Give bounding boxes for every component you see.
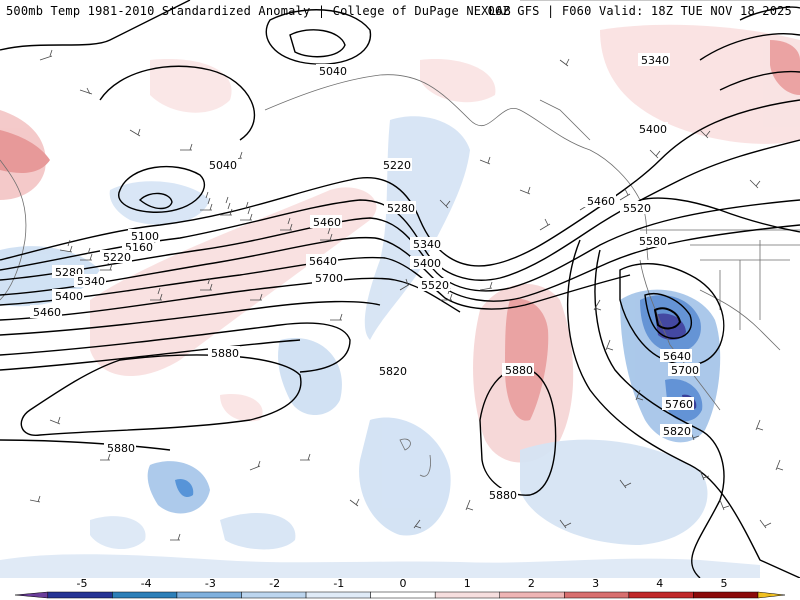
contour-label: 5820 (379, 365, 407, 378)
colorbar-segment (176, 591, 242, 599)
colorbar-tick-label: 4 (656, 577, 663, 590)
contour-label: 5700 (315, 272, 343, 285)
contour-label: 5520 (623, 202, 651, 215)
contour-label: 5340 (77, 275, 105, 288)
colorbar-tick-label: 3 (592, 577, 599, 590)
contour-label: 5340 (641, 54, 669, 67)
colorbar-tick-label: -5 (77, 577, 88, 590)
colorbar-segment (757, 591, 786, 599)
map-title: 500mb Temp 1981-2010 Standardized Anomal… (6, 4, 511, 18)
colorbar-segment (499, 591, 565, 599)
wind-barbs (29, 49, 784, 541)
colorbar-segment (693, 591, 759, 599)
contour-label: 5400 (413, 257, 441, 270)
colorbar-tick-label: 2 (528, 577, 535, 590)
contour-label: 5220 (383, 159, 411, 172)
contour-label: 5460 (587, 195, 615, 208)
contour-label: 5640 (309, 255, 337, 268)
contour-label: 5880 (107, 442, 135, 455)
colorbar-segment (370, 591, 436, 599)
contour-label: 5700 (671, 364, 699, 377)
contour-label: 5880 (505, 364, 533, 377)
contour-label: 5460 (313, 216, 341, 229)
contour-label: 5040 (209, 159, 237, 172)
colorbar-segment (628, 591, 694, 599)
contour-label: 5880 (489, 489, 517, 502)
contour-label: 5340 (413, 238, 441, 251)
colorbar-tick-label: -3 (205, 577, 216, 590)
model-run-info: 06Z GFS | F060 Valid: 18Z TUE NOV 18 202… (487, 4, 792, 18)
colorbar: -5 -4 -3 -2 -1 0 1 2 3 4 5 (0, 577, 800, 600)
contour-label: 5220 (103, 251, 131, 264)
colorbar-tick-label: 5 (721, 577, 728, 590)
colorbar-segment (241, 591, 307, 599)
colorbar-tick-label: -2 (269, 577, 280, 590)
colorbar-tick-label: -4 (141, 577, 152, 590)
contour-label: 5520 (421, 279, 449, 292)
contour-label: 5460 (33, 306, 61, 319)
cold-anomaly-shading (0, 116, 760, 580)
colorbar-segment (47, 591, 113, 599)
contour-label: 5820 (663, 425, 691, 438)
contour-label: 5100 (131, 230, 159, 243)
colorbar-segment (305, 591, 371, 599)
colorbar-tick-label: -1 (333, 577, 344, 590)
colorbar-segment (564, 591, 630, 599)
contour-label: 5280 (387, 202, 415, 215)
contour-label: 5760 (665, 398, 693, 411)
contour-labels: 5040 5040 5100 5160 5220 5280 5340 5400 … (30, 53, 700, 502)
contour-label: 5040 (319, 65, 347, 78)
colorbar-tick-label: 1 (464, 577, 471, 590)
colorbar-segment (434, 591, 500, 599)
contour-label: 5400 (55, 290, 83, 303)
contour-label: 5640 (663, 350, 691, 363)
contour-label: 5580 (639, 235, 667, 248)
coastlines (0, 0, 800, 477)
colorbar-tick-label: 0 (400, 577, 407, 590)
contour-label: 5400 (639, 123, 667, 136)
colorbar-segment (112, 591, 178, 599)
contour-label: 5880 (211, 347, 239, 360)
